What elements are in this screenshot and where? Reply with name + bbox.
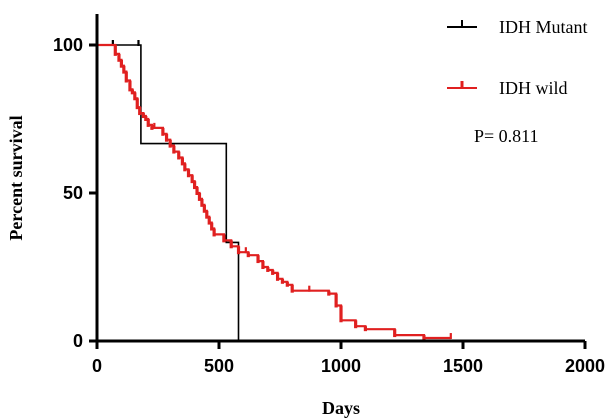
- p-value-annotation: P= 0.811: [474, 126, 539, 146]
- tick-labels: 0 500 1000 1500 2000 0 50 100: [53, 35, 605, 376]
- y-tick-label: 100: [53, 35, 83, 55]
- y-tick-label: 50: [63, 183, 83, 203]
- legend-item-idh-wild: IDH wild: [447, 78, 568, 98]
- x-tick-label: 1000: [321, 356, 361, 376]
- survival-curve-mutant: [97, 44, 240, 341]
- survival-curve-wild: [97, 43, 451, 340]
- x-tick-label: 1500: [443, 356, 483, 376]
- series-idh-mutant: [97, 40, 240, 341]
- y-tick-label: 0: [73, 331, 83, 351]
- series-idh-wild: [97, 43, 452, 341]
- y-axis-title: Percent survival: [6, 115, 26, 240]
- legend-label-mutant: IDH Mutant: [499, 17, 588, 37]
- legend-item-idh-mutant: IDH Mutant: [447, 17, 588, 37]
- axes: [89, 14, 587, 349]
- x-tick-label: 500: [204, 356, 234, 376]
- x-tick-label: 0: [92, 356, 102, 376]
- x-axis-title: Days: [322, 398, 360, 418]
- legend-label-wild: IDH wild: [499, 78, 568, 98]
- x-tick-label: 2000: [565, 356, 605, 376]
- legend: IDH Mutant IDH wild: [447, 17, 588, 98]
